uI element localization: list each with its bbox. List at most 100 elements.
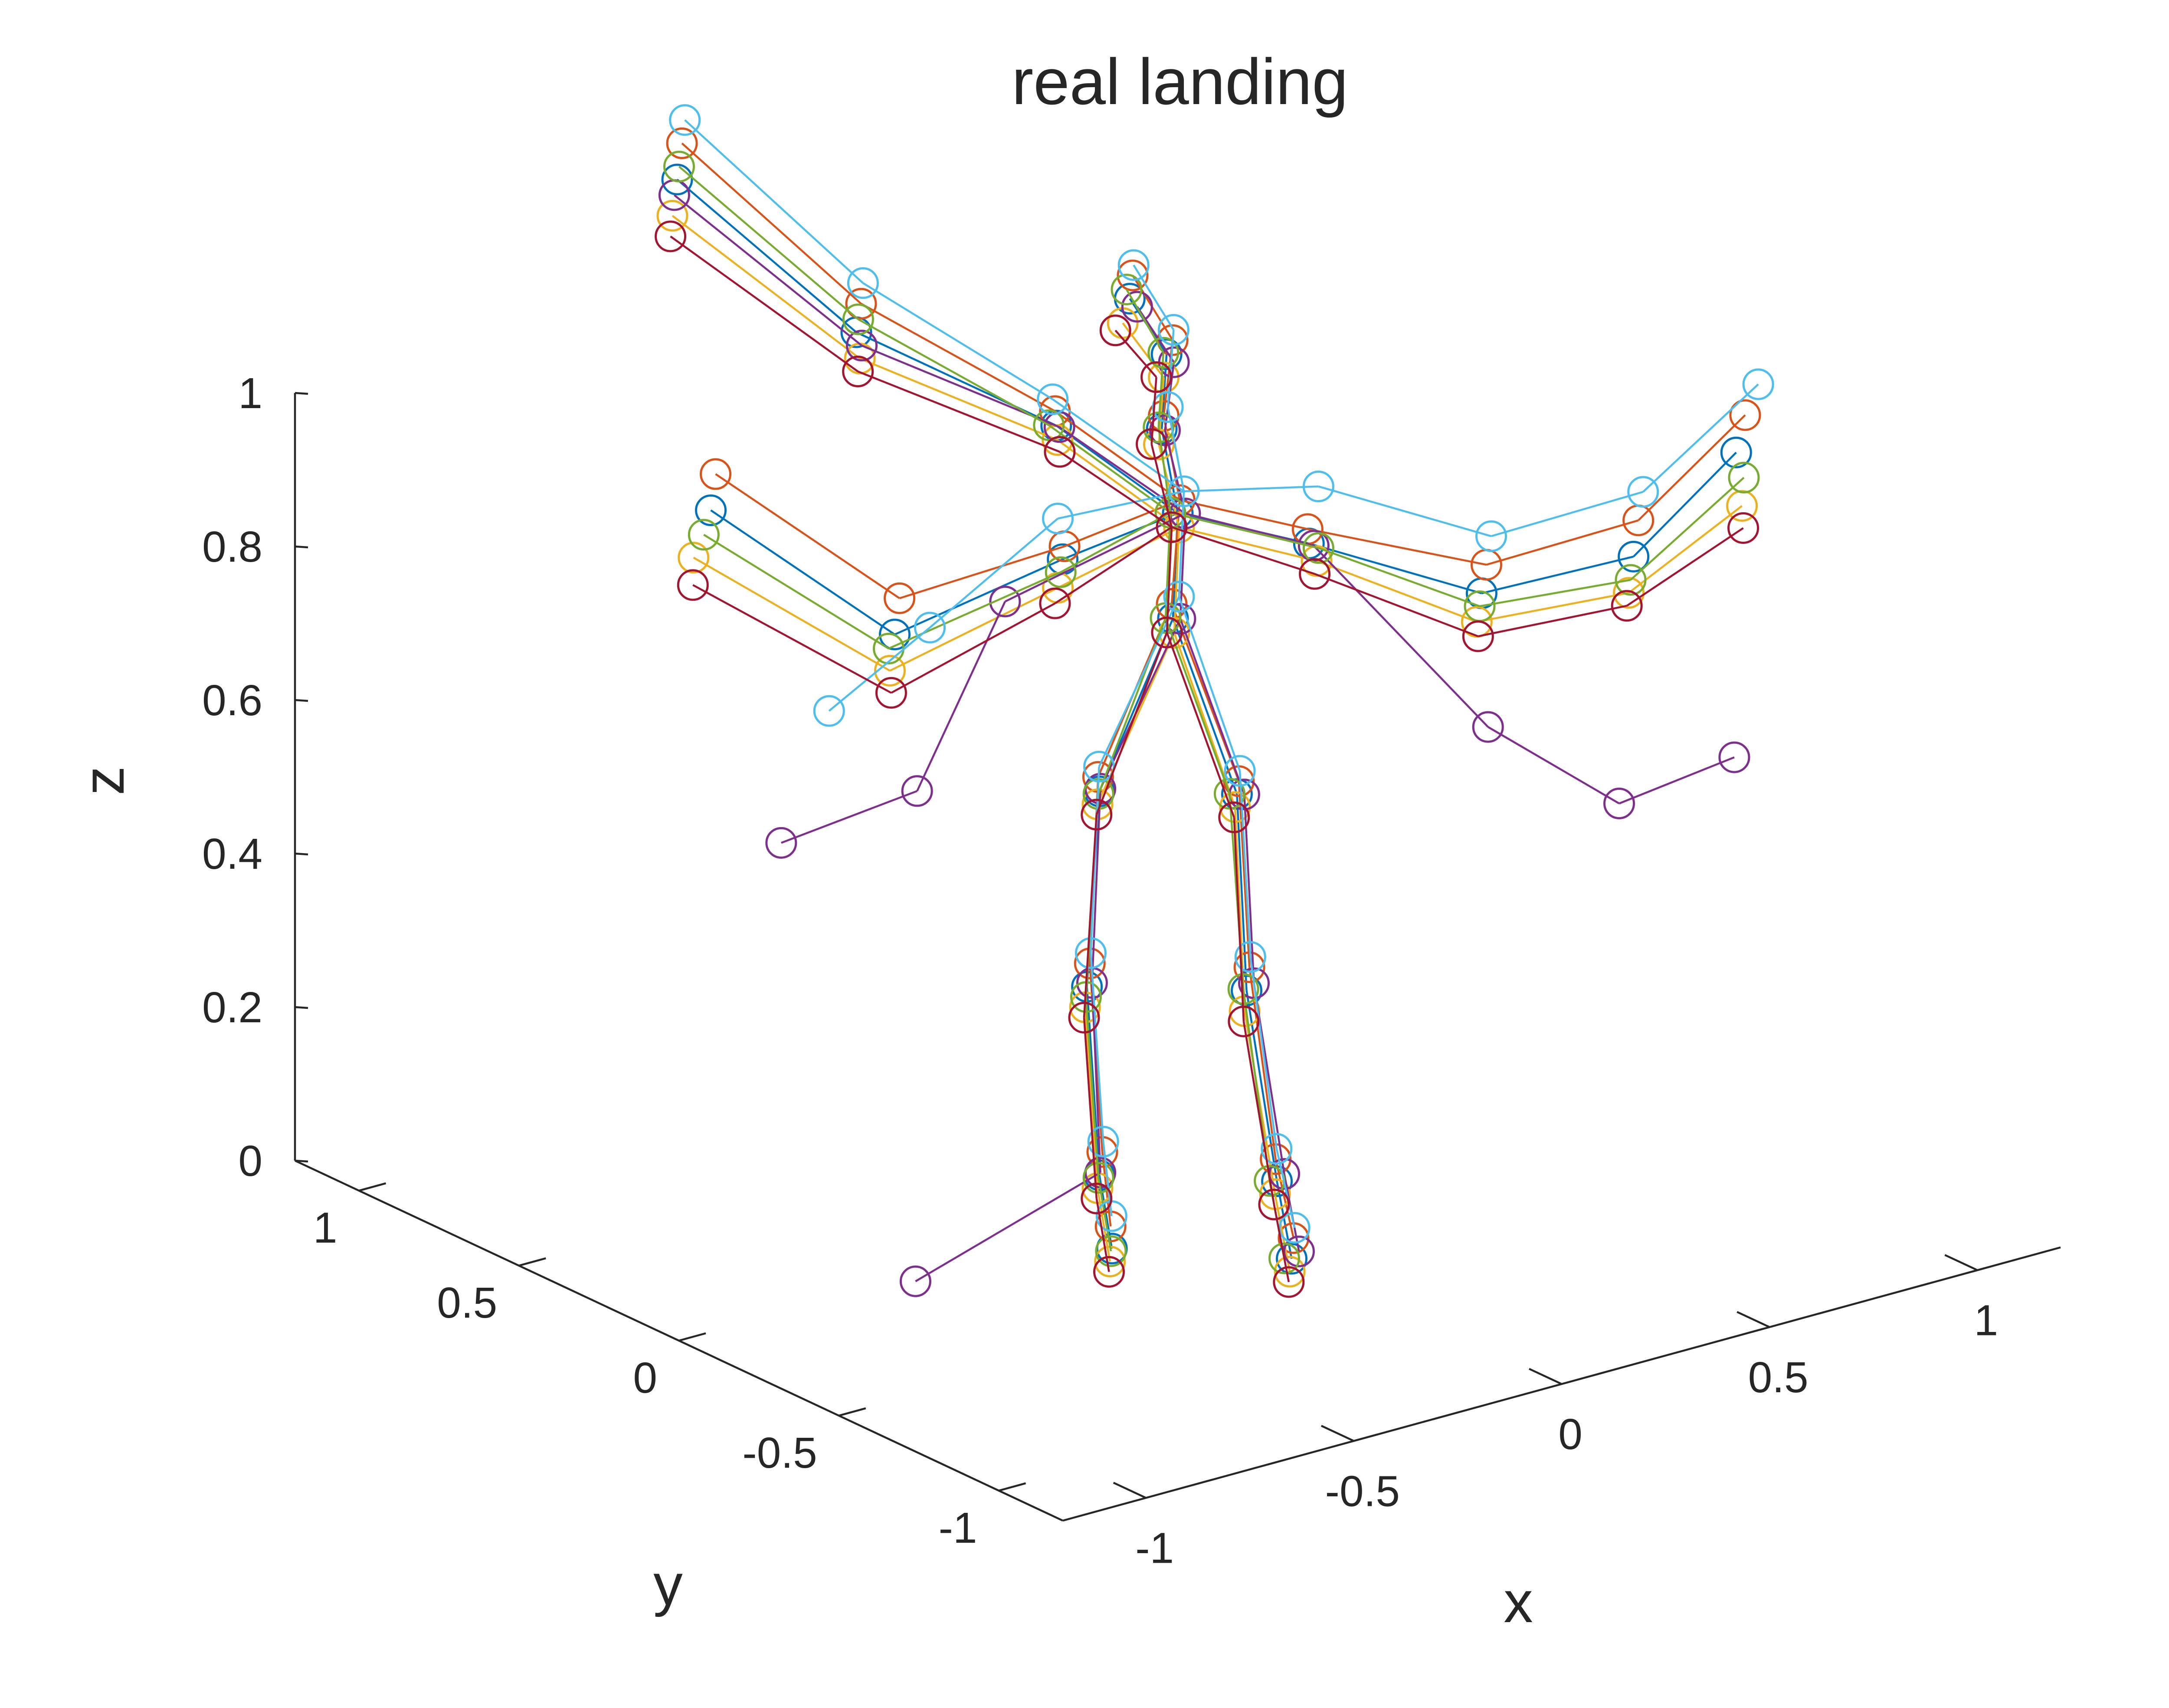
data-point: [1044, 436, 1076, 468]
series-segment: [1058, 490, 1184, 520]
series-segment: [693, 556, 891, 672]
series-segment: [860, 303, 1055, 412]
data-point: [1039, 587, 1071, 619]
series-segment: [929, 517, 1058, 628]
data-point: [1472, 711, 1504, 743]
series-segment: [1318, 485, 1492, 537]
series-segment: [1060, 512, 1171, 573]
data-point: [1718, 741, 1750, 773]
series-segment: [899, 545, 1065, 599]
series-segment: [1179, 527, 1317, 562]
data-point: [1093, 1256, 1125, 1288]
series-segment: [1166, 330, 1175, 407]
data-point: [1297, 530, 1330, 562]
series-segment: [857, 370, 1060, 453]
data-point: [1151, 616, 1183, 648]
series-segment: [1064, 499, 1180, 547]
data-point: [1081, 798, 1113, 831]
data-point: [901, 775, 933, 807]
series-segment: [1004, 512, 1186, 602]
data-point: [1087, 1126, 1119, 1158]
series-segment: [1488, 726, 1620, 805]
y-tick-label: 0.5: [437, 1279, 497, 1327]
data-point: [1045, 556, 1077, 588]
series-6: [669, 104, 1774, 1244]
series-segment: [1481, 556, 1634, 595]
series-segment: [1091, 789, 1101, 983]
z-tick-mark: [295, 545, 308, 549]
series-segment: [859, 357, 1058, 441]
series-segment: [678, 166, 859, 320]
x-tick-label: -0.5: [1325, 1467, 1400, 1515]
series-segment: [715, 473, 900, 599]
series-segment: [1238, 771, 1252, 957]
data-point: [1081, 1182, 1113, 1214]
data-point: [1136, 428, 1168, 460]
series-segment: [1166, 632, 1235, 818]
data-point: [1075, 937, 1107, 969]
series-segment: [710, 509, 895, 635]
series-segment: [1236, 794, 1248, 991]
data-point: [1611, 590, 1643, 622]
data-point: [1627, 476, 1659, 508]
data-point: [1157, 314, 1189, 346]
data-point: [847, 267, 879, 299]
data-point: [1042, 503, 1074, 535]
y-tick-label: 1: [313, 1204, 337, 1252]
data-point: [666, 127, 698, 159]
series-segment: [1052, 398, 1185, 492]
series-segment: [891, 602, 1055, 694]
series-segment: [1630, 477, 1745, 581]
series-segment: [1059, 451, 1173, 528]
data-point: [1268, 1242, 1301, 1274]
series-segment: [676, 179, 857, 333]
series-segment: [1091, 983, 1101, 1173]
z-tick-label: 0.2: [202, 983, 262, 1032]
series-segment: [1164, 618, 1231, 794]
series-segment: [1318, 547, 1480, 607]
series-segment: [1097, 1178, 1112, 1252]
z-tick-mark: [295, 1159, 308, 1163]
data-point: [1302, 532, 1334, 564]
series-segment: [1150, 377, 1157, 444]
y-tick-label: -0.5: [742, 1429, 817, 1477]
data-point: [1111, 273, 1143, 305]
series-segment: [1171, 526, 1315, 575]
series-segment: [1083, 1018, 1098, 1199]
data-point: [1156, 511, 1188, 543]
data-point: [1301, 545, 1333, 577]
data-point: [1728, 461, 1760, 494]
series-segment: [1478, 605, 1627, 638]
series-segment: [894, 558, 1063, 635]
series-segment: [1491, 491, 1644, 537]
x-tick-mark: [1529, 1368, 1562, 1385]
data-point: [1140, 361, 1173, 393]
y-tick-mark: [358, 1182, 387, 1192]
y-tick-mark: [839, 1407, 866, 1417]
x-tick-mark: [1944, 1254, 1978, 1271]
data-point: [884, 582, 916, 614]
series-segment: [1316, 560, 1478, 623]
series-7: [655, 220, 1759, 1298]
tick-group: 0 0.2 0.4 0.6 0.8 1 -1 -0.5 0 0.5 1 -1 -0.5 0 0.5 1: [202, 369, 1998, 1573]
series-segment: [1619, 756, 1735, 805]
data-point: [875, 677, 907, 709]
series-segment: [1245, 990, 1278, 1181]
data-point: [1095, 1235, 1127, 1267]
z-tick-mark: [295, 699, 308, 702]
data-point: [1742, 368, 1774, 400]
data-point: [1147, 337, 1180, 369]
data-point: [842, 303, 874, 335]
series-segment: [1233, 817, 1245, 1022]
data-point: [669, 104, 701, 136]
data-point: [661, 164, 693, 196]
series-segment: [1179, 499, 1308, 530]
series-segment: [1090, 766, 1100, 953]
data-point: [1168, 475, 1200, 507]
series-segment: [1273, 1204, 1290, 1283]
series-segment: [681, 142, 862, 304]
data-point: [1228, 1005, 1260, 1037]
series-segment: [670, 236, 858, 373]
series-segment: [1185, 512, 1314, 547]
x-tick-mark: [1737, 1311, 1770, 1328]
